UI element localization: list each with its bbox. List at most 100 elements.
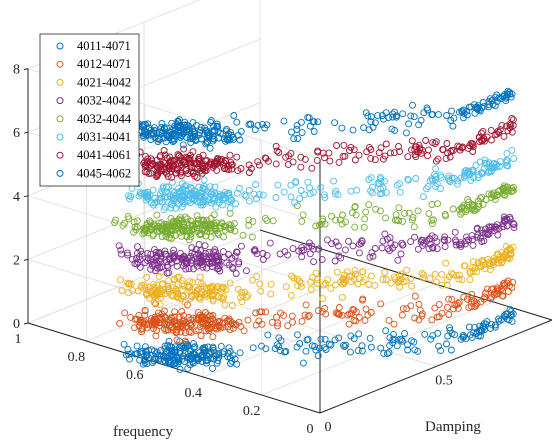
data-point xyxy=(163,154,171,162)
data-point xyxy=(153,211,161,219)
data-point xyxy=(498,259,506,267)
data-point xyxy=(176,157,184,165)
data-point xyxy=(227,131,235,139)
data-point xyxy=(204,138,212,145)
data-point xyxy=(170,137,178,145)
data-point xyxy=(503,157,511,164)
data-point xyxy=(324,276,332,284)
data-point xyxy=(159,183,167,191)
data-point xyxy=(503,150,511,158)
data-point xyxy=(223,125,231,133)
data-point xyxy=(468,205,476,213)
data-point xyxy=(477,298,485,306)
data-point xyxy=(198,358,206,365)
data-point xyxy=(382,188,390,196)
data-point xyxy=(448,296,456,304)
data-point xyxy=(507,121,515,129)
legend-label: 4032-4044 xyxy=(77,112,132,126)
data-point xyxy=(245,197,253,205)
data-point xyxy=(503,162,511,170)
data-point xyxy=(112,216,119,224)
data-point xyxy=(162,124,170,132)
data-point xyxy=(385,349,393,356)
data-point xyxy=(321,220,329,228)
data-point xyxy=(327,341,335,349)
data-point xyxy=(251,126,259,134)
data-point xyxy=(298,244,306,252)
data-point xyxy=(135,312,143,319)
data-point xyxy=(360,124,368,132)
data-point xyxy=(473,268,481,276)
data-point xyxy=(304,335,312,343)
data-point xyxy=(178,180,186,188)
data-point xyxy=(503,122,510,130)
data-point xyxy=(408,216,416,224)
data-point xyxy=(342,341,350,349)
data-point xyxy=(385,114,392,121)
data-point xyxy=(149,232,157,240)
data-point xyxy=(302,301,310,309)
data-point xyxy=(480,102,488,110)
data-point xyxy=(163,183,170,191)
data-point xyxy=(429,244,437,252)
data-point xyxy=(358,347,366,355)
data-point xyxy=(172,132,179,140)
data-point xyxy=(198,288,206,295)
data-point xyxy=(331,336,339,344)
data-point xyxy=(179,223,187,231)
data-point xyxy=(240,327,248,335)
data-point xyxy=(175,294,183,302)
data-point xyxy=(187,321,195,329)
data-point xyxy=(404,346,412,354)
data-point xyxy=(445,295,453,303)
series-4021-4042 xyxy=(117,242,517,309)
data-point xyxy=(190,187,198,195)
data-point xyxy=(263,251,271,259)
data-point xyxy=(449,122,457,130)
data-point xyxy=(465,168,473,176)
data-point xyxy=(236,349,244,357)
data-point xyxy=(407,302,415,310)
data-point xyxy=(408,282,416,290)
data-point xyxy=(167,324,175,332)
x-axis-line xyxy=(319,319,553,414)
data-point xyxy=(206,144,214,152)
data-point xyxy=(481,293,489,301)
data-point xyxy=(382,276,390,283)
data-point xyxy=(131,260,139,268)
data-point xyxy=(371,281,379,289)
data-point xyxy=(334,242,342,250)
data-point xyxy=(227,360,234,367)
data-point xyxy=(244,316,252,324)
data-point xyxy=(485,168,493,176)
data-point xyxy=(190,340,198,348)
data-point xyxy=(173,336,181,344)
data-point xyxy=(165,234,173,242)
data-point xyxy=(355,151,363,159)
data-point xyxy=(310,118,318,126)
data-point xyxy=(184,364,192,372)
data-point xyxy=(424,183,432,191)
data-point xyxy=(510,224,518,232)
data-point xyxy=(223,165,231,173)
data-point xyxy=(211,246,219,254)
data-point xyxy=(153,173,161,181)
data-point xyxy=(302,347,310,355)
data-point xyxy=(210,211,218,219)
data-point xyxy=(351,223,359,231)
data-point xyxy=(337,254,345,262)
data-point xyxy=(230,112,238,119)
data-point xyxy=(143,273,151,281)
data-point xyxy=(169,222,177,230)
data-point xyxy=(382,140,390,148)
data-point xyxy=(203,127,211,135)
data-point xyxy=(211,222,219,229)
data-point xyxy=(312,222,320,230)
data-point xyxy=(367,118,375,126)
data-point xyxy=(224,349,232,357)
data-point xyxy=(264,331,272,339)
data-point xyxy=(419,274,427,282)
data-point xyxy=(500,213,508,221)
data-point xyxy=(468,166,476,174)
